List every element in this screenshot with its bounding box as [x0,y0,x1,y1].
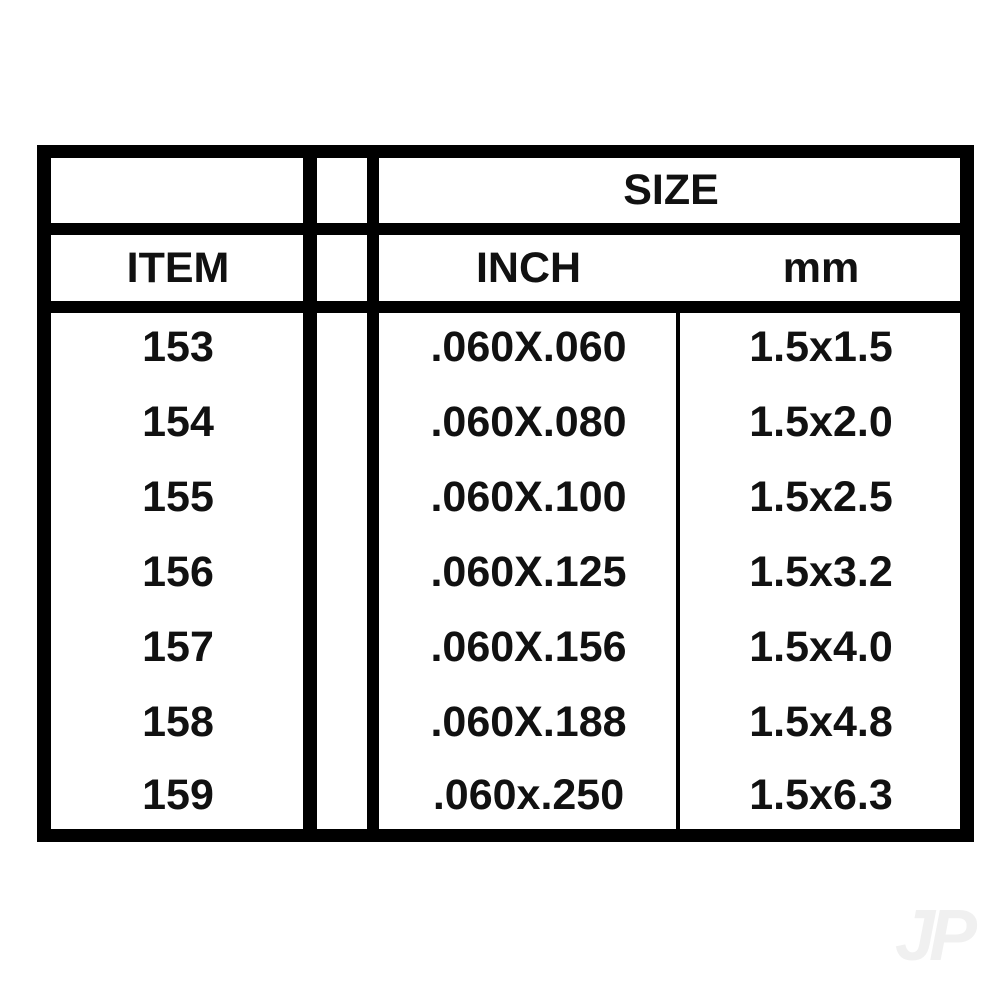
divider-item [303,145,317,842]
cell-item: 153 [142,323,214,371]
cell-mm: 1.5x4.0 [749,623,893,671]
cell-mm: 1.5x4.8 [749,698,893,746]
border-bottom [37,829,974,842]
cell-mm: 1.5x3.2 [749,548,893,596]
cell-item: 159 [142,771,214,819]
cell-item: 158 [142,698,214,746]
cell-inch: .060x.250 [432,771,625,819]
cell-inch: .060X.080 [430,398,627,446]
header-item: ITEM [126,244,230,292]
border-top [37,145,974,158]
header-rule-2 [37,301,974,313]
cell-inch: .060X.125 [430,548,627,596]
divider-size [367,145,379,842]
border-right [960,145,974,842]
cell-mm: 1.5x2.0 [749,398,893,446]
cell-inch: .060X.100 [430,473,627,521]
cell-item: 155 [142,473,214,521]
cell-inch: .060X.060 [430,323,627,371]
header-size: SIZE [623,166,719,214]
header-mm: mm [782,244,860,292]
divider-inch-mm [676,310,680,832]
cell-mm: 1.5x1.5 [749,323,893,371]
cell-mm: 1.5x6.3 [749,771,893,819]
cell-item: 157 [142,623,214,671]
cell-inch: .060X.188 [430,698,627,746]
cell-inch: .060X.156 [430,623,627,671]
cell-item: 154 [142,398,214,446]
header-inch: INCH [475,244,582,292]
cell-item: 156 [142,548,214,596]
header-rule-1 [37,223,974,235]
border-left [37,145,51,842]
cell-mm: 1.5x2.5 [749,473,893,521]
jp-logo-watermark: JP [895,896,977,976]
